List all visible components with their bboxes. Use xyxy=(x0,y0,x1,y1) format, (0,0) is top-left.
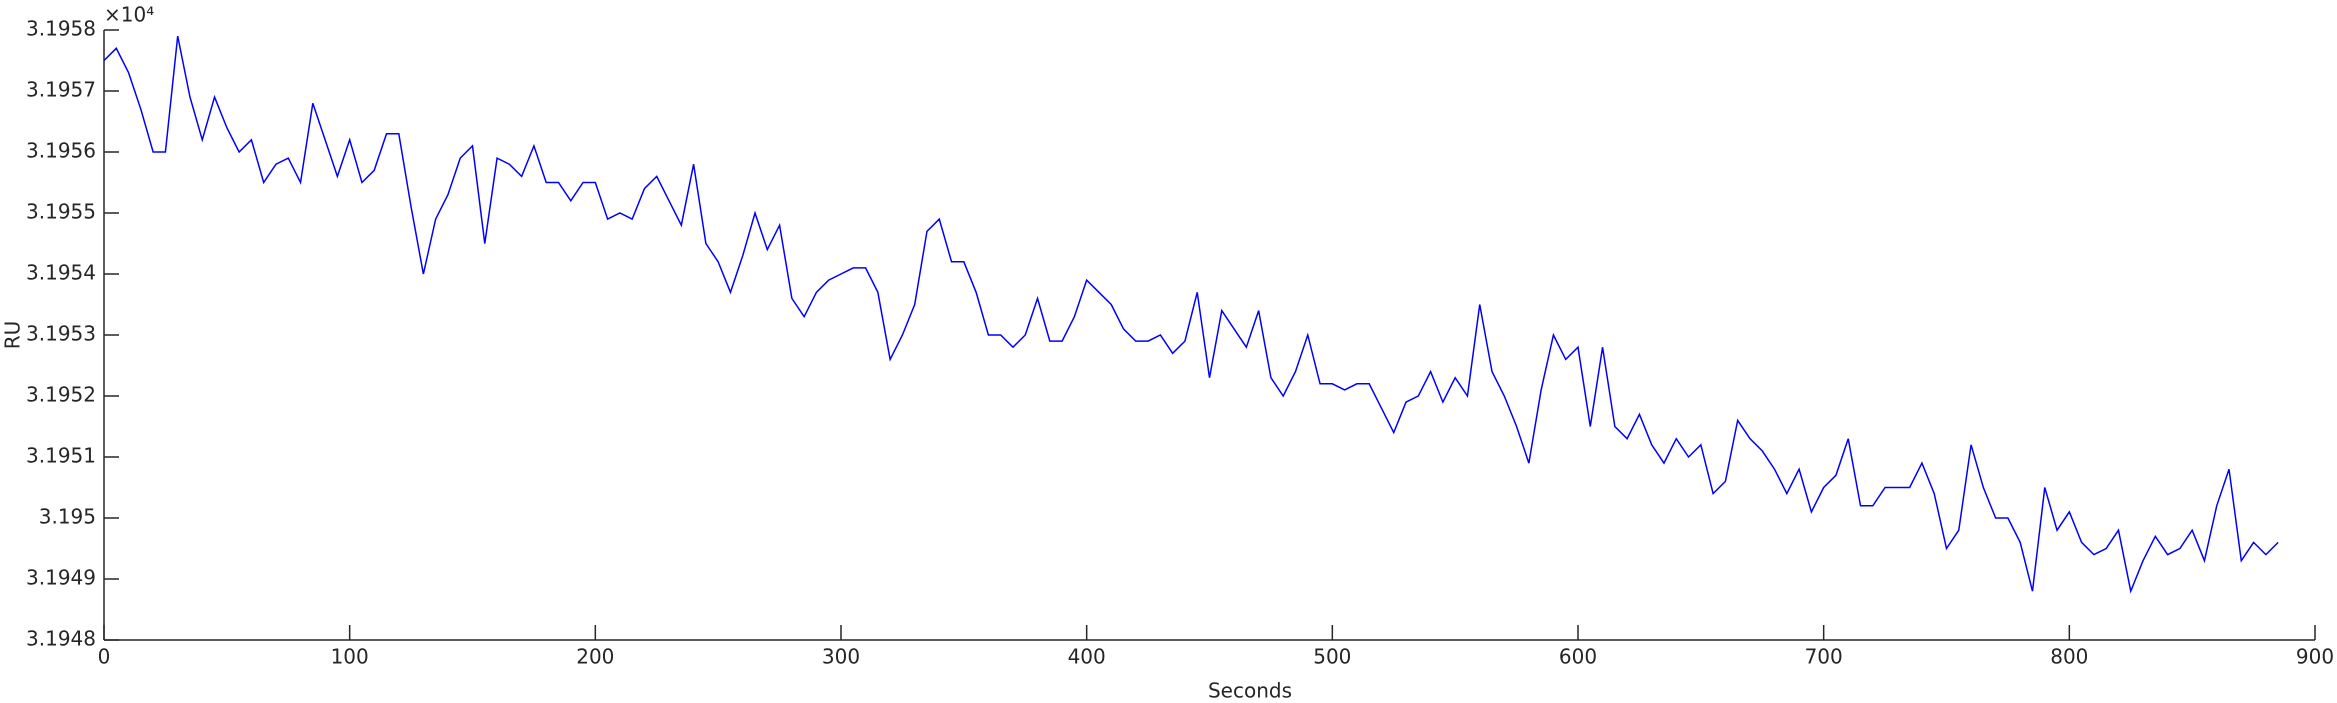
y-tick-label: 3.1956 xyxy=(26,139,96,163)
y-tick-label: 3.1951 xyxy=(26,444,96,468)
x-tick-label: 500 xyxy=(1313,645,1351,669)
y-tick-label: 3.1958 xyxy=(26,17,96,41)
y-tick-label: 3.1957 xyxy=(26,78,96,102)
y-tick-label: 3.1955 xyxy=(26,200,96,224)
y-tick-label: 3.1948 xyxy=(26,627,96,651)
y-tick-label: 3.1949 xyxy=(26,566,96,590)
x-tick-label: 700 xyxy=(1805,645,1843,669)
x-tick-label: 100 xyxy=(331,645,369,669)
x-tick-label: 600 xyxy=(1559,645,1597,669)
x-tick-label: 400 xyxy=(1068,645,1106,669)
y-tick-label: 3.1953 xyxy=(26,322,96,346)
x-tick-label: 200 xyxy=(576,645,614,669)
x-tick-label: 300 xyxy=(822,645,860,669)
y-tick-label: 3.195 xyxy=(39,505,96,529)
x-axis-label: Seconds xyxy=(1208,679,1292,703)
y-axis-label: RU xyxy=(1,321,25,350)
data-line xyxy=(103,35,2279,594)
x-tick-label: 900 xyxy=(2296,645,2334,669)
y-tick-label: 3.1954 xyxy=(26,261,96,285)
y-tick-label: 3.1952 xyxy=(26,383,96,407)
x-tick-label: 800 xyxy=(2050,645,2088,669)
y-multiplier: ×10⁴ xyxy=(104,3,154,27)
x-tick-label: 0 xyxy=(98,645,111,669)
